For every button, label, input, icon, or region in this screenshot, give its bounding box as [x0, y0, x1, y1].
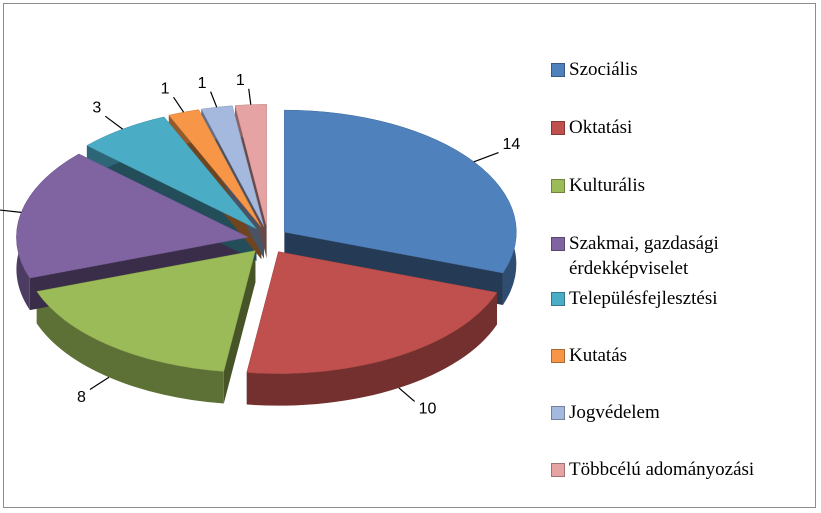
legend-swatch	[551, 292, 565, 306]
legend-label: Oktatási	[569, 117, 633, 138]
slice	[246, 251, 498, 374]
chart-frame	[3, 3, 816, 508]
legend-swatch	[551, 463, 565, 477]
slice-side	[246, 292, 497, 406]
legend-label: Többcélú adományozási	[569, 459, 755, 480]
legend-swatch	[551, 406, 565, 420]
legend-label: Településfejlesztési	[569, 288, 718, 309]
slice	[284, 109, 517, 274]
slice	[200, 105, 265, 227]
legend-swatch	[551, 63, 565, 77]
leader-line	[104, 115, 124, 130]
data-label: 8	[77, 389, 86, 406]
data-label: 1	[198, 75, 207, 92]
leader-line	[210, 91, 218, 108]
legend-item: Kutatás	[551, 343, 791, 368]
data-label: 1	[236, 72, 245, 89]
data-label: 3	[92, 99, 101, 116]
leader-line	[89, 376, 110, 391]
legend-item: Szakmai, gazdasági érdekképviselet	[551, 231, 791, 281]
legend-swatch	[551, 179, 565, 193]
legend-label: Kutatás	[569, 345, 628, 366]
legend-swatch	[551, 121, 565, 135]
legend-label: Szakmai, gazdasági érdekképviselet	[569, 233, 719, 279]
leader-line	[398, 387, 415, 402]
data-label: 14	[503, 136, 521, 153]
legend-label: Szociális	[569, 59, 638, 80]
slice-wall	[223, 250, 256, 404]
legend-item: Oktatási	[551, 115, 791, 140]
pie-tops	[16, 104, 517, 374]
legend-swatch	[551, 237, 565, 251]
legend-item: Településfejlesztési	[551, 286, 791, 311]
legend-item: Jogvédelem	[551, 400, 791, 425]
slice-side	[36, 291, 224, 404]
data-label: 10	[419, 401, 437, 418]
legend-swatch	[551, 349, 565, 363]
leader-line	[473, 152, 499, 163]
slice	[36, 250, 256, 372]
data-labels: 1410883111	[0, 72, 520, 418]
leader-line	[0, 209, 22, 213]
legend-label: Kulturális	[569, 175, 645, 196]
legend-item: Kulturális	[551, 173, 791, 198]
legend-item: Többcélú adományozási	[551, 457, 791, 482]
legend-label: Jogvédelem	[569, 402, 660, 423]
legend-item: Szociális	[551, 57, 791, 82]
leader-line	[248, 88, 252, 105]
leader-line	[173, 96, 185, 113]
data-label: 1	[161, 80, 170, 97]
